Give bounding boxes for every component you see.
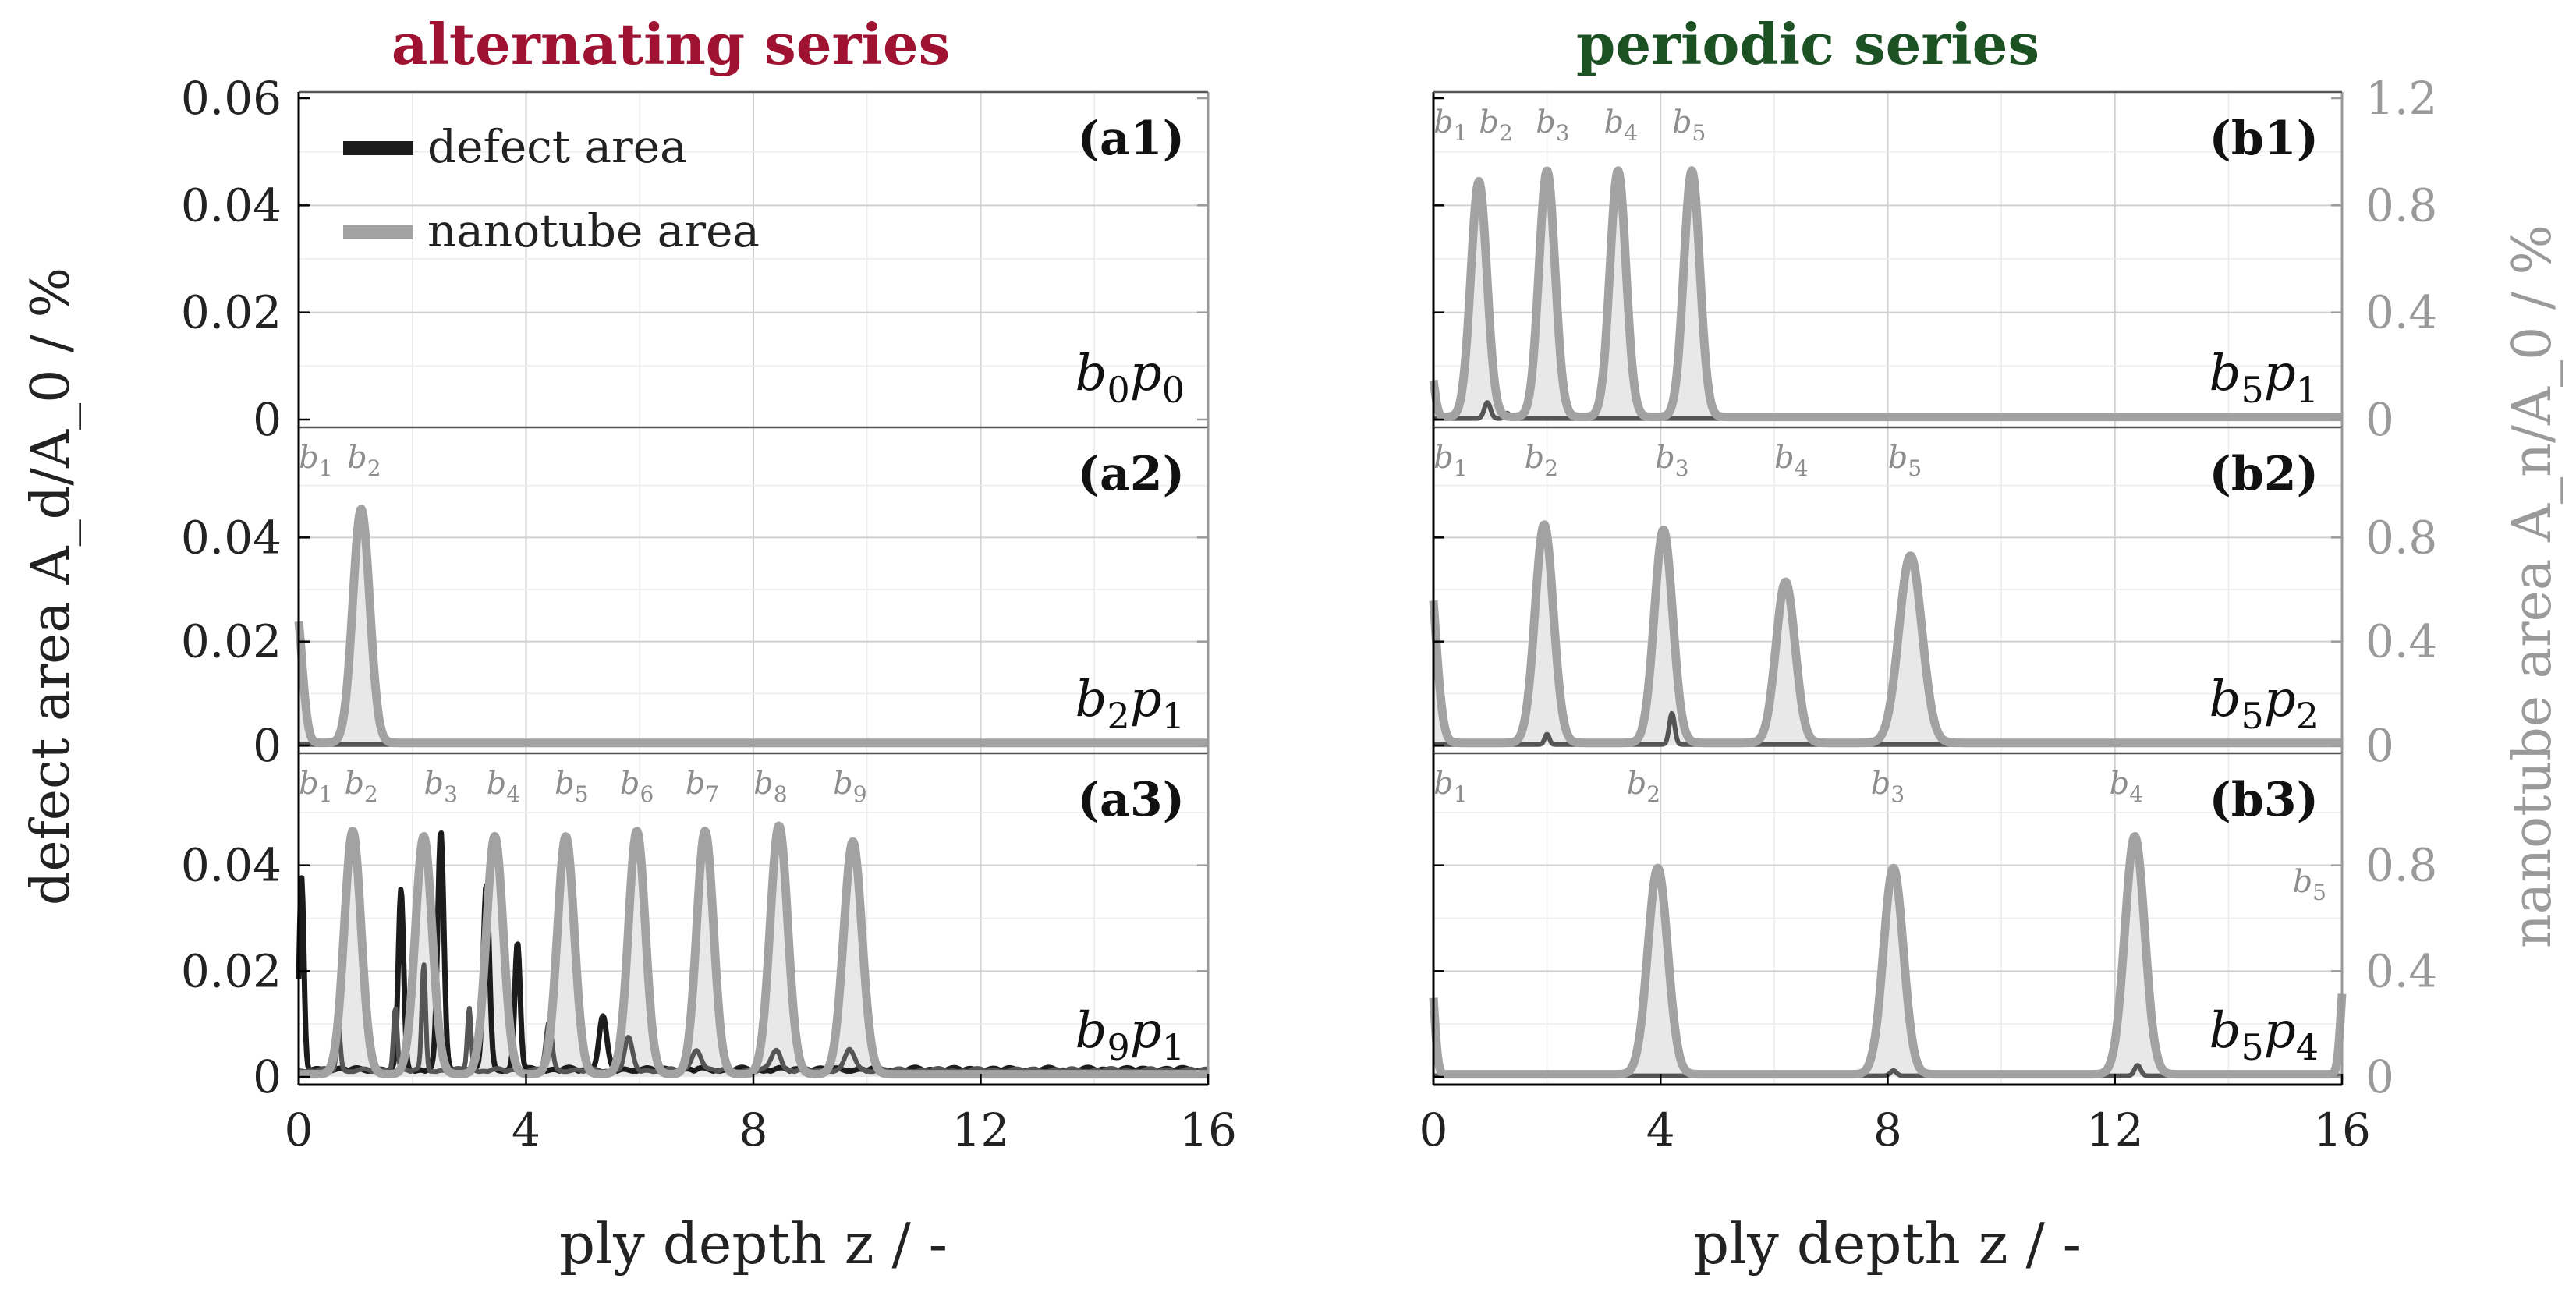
block-label: b5 [1672,104,1706,146]
panel-frames [297,90,2344,1086]
panel-label-b1: (b1) [2209,112,2319,166]
nanotube-fill-layer [299,170,2342,1077]
y-tick-label: 0.02 [181,286,282,339]
block-label: b2 [347,440,381,481]
config-label-a3: b9p1 [1075,1002,1185,1068]
block-label: b5 [1888,440,1922,481]
x-tick-label: 0 [1419,1103,1448,1156]
legend: defect area nanotube area [343,120,760,257]
block-label: b5 [2293,864,2326,905]
left-column-title: alternating series [392,11,950,77]
y2-tick-label: 0.8 [2365,839,2437,892]
legend-label-defect: defect area [427,120,687,173]
x-tick-label: 16 [1179,1103,1237,1156]
panel-label-b3: (b3) [2209,773,2319,827]
block-label: b7 [686,766,719,807]
y2-tick-label: 0.8 [2365,511,2437,564]
y2-tick-label: 0.4 [2365,615,2437,668]
y-tick-label: 0 [253,393,282,446]
y-tick-label: 0.02 [181,615,282,668]
y-tick-label: 0.04 [181,511,282,564]
x-tick-label: 12 [952,1103,1010,1156]
config-label-b1: b5p1 [2209,345,2319,411]
block-label: b3 [1871,766,1905,807]
block-label: b3 [1655,440,1688,481]
x-tick-label: 12 [2086,1103,2144,1156]
config-label-a2: b2p1 [1075,671,1185,737]
y2-tick-label: 0.8 [2365,179,2437,232]
y2-tick-label: 1.2 [2365,72,2437,125]
x-tick-label: 16 [2313,1103,2371,1156]
nanotube-series-b3 [1429,832,2347,1079]
block-label: b1 [1433,440,1467,481]
y2-tick-label: 0 [2365,393,2394,446]
block-label: b1 [1433,766,1467,807]
block-label: b1 [299,440,332,481]
x-tick-label: 4 [1646,1103,1675,1156]
config-label-b2: b5p2 [2209,671,2319,737]
block-label: b4 [2110,766,2143,807]
x-tick-label: 0 [285,1103,314,1156]
panel-annotations: (a1) b0p0 (a2) b2p1 b1 b2 (a3) b9p1 b1 b2 b3 b4 b5 b6… [299,104,2326,1068]
block-label: b8 [753,766,787,807]
nanotube-series-b2 [1429,520,2346,748]
y2-tick-label: 0 [2365,719,2394,772]
y-tick-label: 0.02 [181,944,282,997]
panel-label-a1: (a1) [1078,112,1185,166]
x-tick-label: 8 [739,1103,768,1156]
nanotube-series-a3 [295,821,1212,1079]
right-x-axis-label: ply depth z / - [1693,1211,2082,1277]
panel-label-b2: (b2) [2209,447,2319,501]
y-tick-label: 0 [253,1050,282,1103]
right-y-axis-label: nanotube area A_n/A_0 / % [2502,225,2564,948]
right-column-title: periodic series [1576,11,2039,77]
y2-tick-label: 0 [2365,1050,2394,1103]
block-label: b4 [487,766,520,807]
nanotube-series-a2 [294,505,1212,748]
nanotube-area-fill-b1 [1433,170,2342,420]
config-label-b3: b5p4 [2209,1002,2319,1068]
nanotube-series-b1 [1429,166,2346,422]
left-y-axis-label: defect area A_d/A_0 / % [20,267,82,905]
block-label: b3 [1536,104,1569,146]
block-label: b2 [1479,104,1512,146]
config-label-a1: b0p0 [1075,345,1185,411]
left-x-axis-label: ply depth z / - [559,1211,948,1277]
y-tick-label: 0.04 [181,839,282,892]
block-label: b5 [555,766,588,807]
series-layer [294,166,2347,1079]
block-label: b4 [1774,440,1808,481]
block-label: b2 [344,766,377,807]
y-tick-label: 0.04 [181,179,282,232]
y2-tick-label: 0.4 [2365,944,2437,997]
block-label: b2 [1627,766,1660,807]
panel-label-a3: (a3) [1078,773,1185,827]
block-label: b6 [620,766,654,807]
block-label: b4 [1604,104,1638,146]
x-tick-label: 8 [1873,1103,1902,1156]
block-label: b3 [423,766,457,807]
block-label: b1 [1433,104,1467,146]
panel-label-a2: (a2) [1078,447,1185,501]
y2-tick-label: 0.4 [2365,286,2437,339]
y-tick-label: 0.06 [181,72,282,125]
x-tick-label: 4 [512,1103,540,1156]
block-label: b9 [833,766,866,807]
block-label: b1 [299,766,332,807]
legend-label-nanotube: nanotube area [427,204,760,257]
y-tick-label: 0 [253,719,282,772]
block-label: b2 [1525,440,1558,481]
